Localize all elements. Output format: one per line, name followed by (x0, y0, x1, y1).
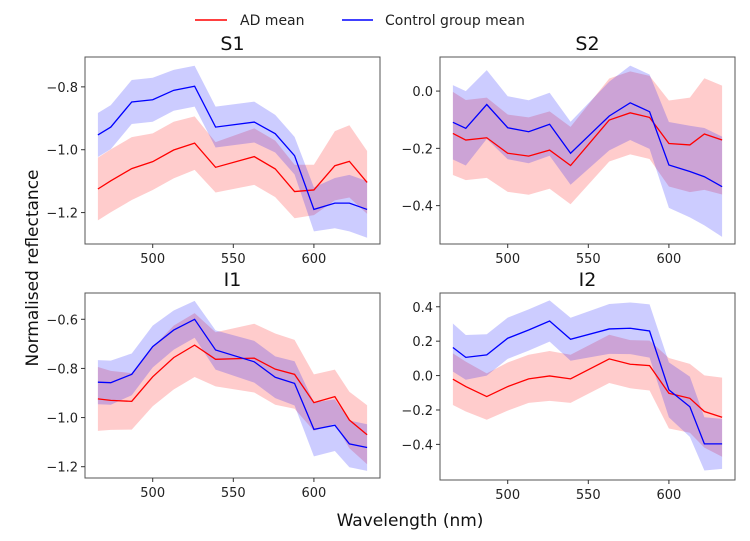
line-control-mean (452, 102, 723, 188)
x-tick-label: 600 (656, 252, 681, 267)
y-tick-label: 0.0 (412, 85, 433, 100)
subplot-i2: I2 500 550 600 −0.4 −0.2 0.0 0.2 0.4 (401, 269, 736, 503)
band-ad (97, 313, 368, 465)
plot-area (452, 65, 723, 237)
line-ad-mean (452, 112, 723, 167)
band-ad (97, 116, 368, 221)
y-tick-label: −0.4 (401, 438, 433, 453)
axes-frame (84, 292, 381, 479)
line-control-mean (452, 320, 723, 445)
y-tick-label: −0.8 (46, 81, 78, 96)
y-tick-label: 0.0 (412, 370, 433, 385)
y-tick-label: −1.0 (46, 412, 78, 427)
axes-frame (439, 56, 736, 245)
line-control-mean (97, 318, 368, 449)
y-tick-label: −1.0 (46, 144, 78, 159)
y-tick-label: 0.2 (412, 335, 433, 350)
y-tick-label: 0.4 (412, 301, 433, 316)
legend: AD mean Control group mean (195, 13, 525, 29)
y-tick-label: −0.2 (401, 404, 433, 419)
line-ad-mean (97, 142, 368, 193)
plot-area (452, 300, 723, 471)
x-tick-label: 550 (221, 252, 246, 267)
y-tick-label: −1.2 (46, 207, 78, 222)
band-control (452, 300, 723, 471)
y-tick-label: −0.2 (401, 142, 433, 157)
axes-frame (439, 292, 736, 481)
x-tick-label: 600 (301, 252, 326, 267)
x-tick-label: 500 (140, 252, 165, 267)
subplot-title: S1 (220, 33, 244, 55)
subplot-title: I1 (224, 269, 242, 291)
line-control-mean (97, 85, 368, 211)
subplot-s2: S2 500 550 600 −0.4 −0.2 0.0 (401, 33, 736, 267)
y-tick-label: −0.8 (46, 362, 78, 377)
plot-area (97, 300, 368, 471)
legend-label-control: Control group mean (385, 13, 525, 29)
x-tick-label: 550 (576, 488, 601, 503)
x-tick-label: 500 (140, 486, 165, 501)
x-tick-label: 550 (221, 486, 246, 501)
subplot-title: I2 (579, 269, 597, 291)
subplot-title: S2 (575, 33, 599, 55)
axes-frame (84, 56, 381, 245)
band-control (97, 300, 368, 471)
x-tick-label: 500 (495, 252, 520, 267)
y-axis-label: Normalised reflectance (23, 170, 43, 367)
y-tick-label: −0.6 (46, 313, 78, 328)
x-axis-label: Wavelength (nm) (337, 511, 484, 531)
band-ad (452, 334, 723, 457)
x-tick-label: 600 (656, 488, 681, 503)
line-ad-mean (452, 358, 723, 418)
band-control (97, 65, 368, 238)
y-tick-label: −0.4 (401, 200, 433, 215)
legend-label-ad: AD mean (240, 13, 305, 29)
line-ad-mean (97, 344, 368, 436)
subplot-i1: I1 500 550 600 −1.2 −1.0 −0.8 −0.6 (46, 269, 381, 501)
x-tick-label: 550 (576, 252, 601, 267)
band-control (452, 65, 723, 237)
y-tick-label: −1.2 (46, 461, 78, 476)
x-tick-label: 500 (495, 488, 520, 503)
plot-area (97, 65, 368, 238)
subplot-s1: S1 500 550 600 −1.2 −1.0 −0.8 (46, 33, 381, 267)
x-tick-label: 600 (301, 486, 326, 501)
